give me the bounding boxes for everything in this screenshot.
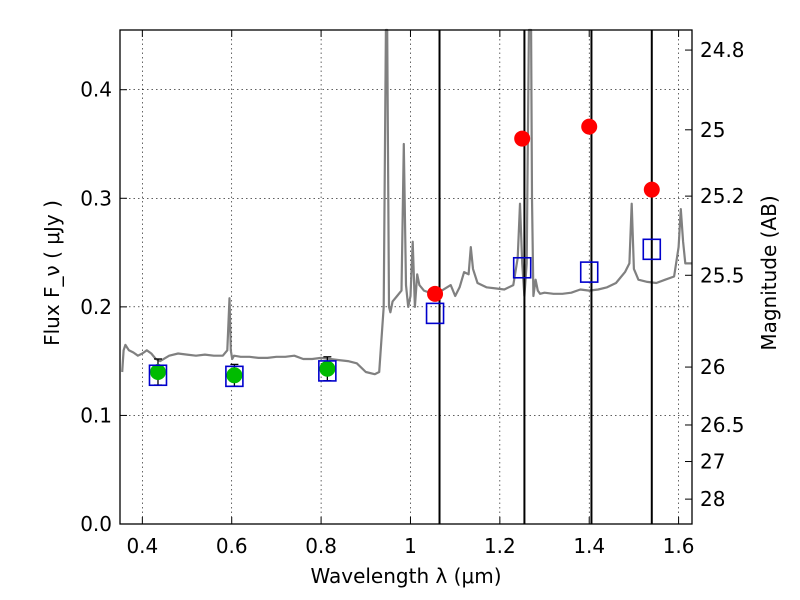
predicted-point xyxy=(427,285,444,302)
y2-tick-label: 25.2 xyxy=(700,184,745,208)
y2-axis-ticks: 24.8 25 25.2 25.5 26 26.5 27 28 xyxy=(685,38,745,511)
x-tick-label: 1.2 xyxy=(484,534,516,558)
y-tick-label: 0.4 xyxy=(80,78,112,102)
y2-tick-label: 25 xyxy=(700,118,725,142)
x-tick-label: 0.8 xyxy=(305,534,337,558)
photometry-point xyxy=(226,367,243,384)
model-spectrum-line xyxy=(121,28,692,376)
y2-tick-label: 26.5 xyxy=(700,413,745,437)
y2-axis-label: Magnitude (AB) xyxy=(757,195,781,350)
y-tick-label: 0.0 xyxy=(80,512,112,536)
x-tick-label: 1.4 xyxy=(573,534,605,558)
predicted-point xyxy=(514,130,531,147)
data-markers-layer xyxy=(148,118,662,388)
x-tick-label: 1.6 xyxy=(663,534,695,558)
x-tick-label: 0.6 xyxy=(216,534,248,558)
y-tick-label: 0.3 xyxy=(80,186,112,210)
synthetic-square-marker xyxy=(318,360,337,382)
y2-tick-label: 27 xyxy=(700,450,725,474)
predicted-point xyxy=(581,118,598,135)
synthetic-square-marker xyxy=(225,365,244,388)
y2-tick-label: 26 xyxy=(700,355,725,379)
x-axis-ticks: 0.4 0.6 0.8 1 1.2 1.4 1.6 xyxy=(126,30,695,558)
photometry-point xyxy=(319,360,336,377)
y2-tick-label: 28 xyxy=(700,487,725,511)
synthetic-square-marker xyxy=(425,302,445,325)
y-axis-label: Flux F_ν ( μJy ) xyxy=(40,200,64,346)
synthetic-square-marker xyxy=(512,256,532,279)
x-tick-label: 0.4 xyxy=(126,534,158,558)
y-tick-label: 0.2 xyxy=(80,295,112,319)
photometry-point xyxy=(149,364,166,380)
synthetic-square-marker xyxy=(579,261,599,283)
predicted-point xyxy=(643,181,660,198)
y-axis-ticks: 0.0 0.1 0.2 0.3 0.4 xyxy=(80,78,127,536)
synthetic-square-marker xyxy=(148,364,168,387)
model-spectrum-layer xyxy=(121,28,692,376)
y-tick-label: 0.1 xyxy=(80,403,112,427)
x-axis-label: Wavelength λ (μm) xyxy=(310,564,501,588)
synthetic-square-marker xyxy=(642,238,662,261)
y2-tick-label: 25.5 xyxy=(700,263,745,287)
plot-frame xyxy=(119,29,693,525)
x-tick-label: 1 xyxy=(404,534,417,558)
y2-tick-label: 24.8 xyxy=(700,38,745,62)
